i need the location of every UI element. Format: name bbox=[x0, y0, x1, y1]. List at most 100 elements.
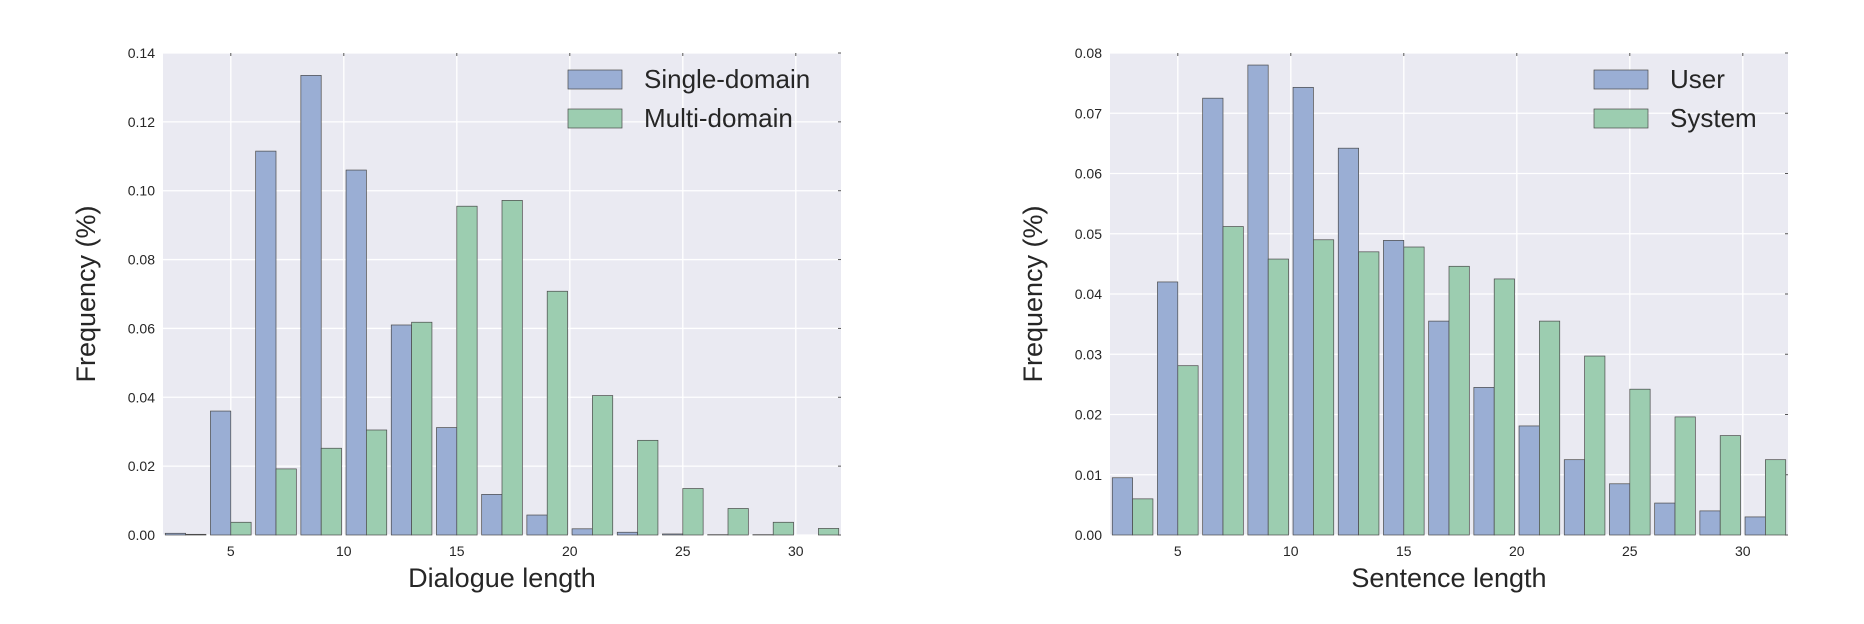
bar-system bbox=[1358, 251, 1380, 536]
bar-multi-domain bbox=[637, 439, 659, 536]
x-tick-label: 25 bbox=[1622, 543, 1638, 559]
bar-multi-domain bbox=[772, 521, 794, 536]
bar-single-domain bbox=[571, 528, 593, 536]
bar-multi-domain bbox=[501, 200, 523, 536]
bar-multi-domain bbox=[230, 521, 252, 536]
x-axis-label: Sentence length bbox=[1351, 563, 1546, 593]
bar-single-domain bbox=[616, 531, 638, 536]
y-tick-label: 0.05 bbox=[1075, 226, 1102, 242]
bar-system bbox=[1539, 320, 1561, 536]
chart-sentence: 0.00 0.01 0.02 0.03 0.04 0.05 0.06 0.07 0.08 5 10 1… bbox=[1018, 45, 1788, 593]
bar-system bbox=[1584, 355, 1606, 536]
bar-single-domain bbox=[436, 427, 458, 536]
y-tick-label: 0.04 bbox=[128, 389, 155, 405]
bar-system bbox=[1177, 365, 1199, 536]
bar-multi-domain bbox=[185, 533, 207, 536]
y-tick-label: 0.02 bbox=[1075, 407, 1102, 423]
legend-swatch bbox=[1593, 108, 1649, 129]
bar-user bbox=[1337, 147, 1359, 536]
bar-system bbox=[1132, 498, 1154, 536]
x-tick-label: 10 bbox=[1283, 543, 1299, 559]
bar-single-domain bbox=[390, 324, 412, 536]
bar-single-domain bbox=[526, 514, 548, 536]
bar-user bbox=[1473, 387, 1495, 536]
bar-single-domain bbox=[255, 150, 277, 536]
y-tick-label: 0.06 bbox=[1075, 166, 1102, 182]
legend: User System bbox=[1593, 64, 1757, 133]
bar-user bbox=[1744, 516, 1766, 536]
bar-single-domain bbox=[300, 75, 322, 536]
legend-label: Multi-domain bbox=[644, 103, 793, 133]
bar-multi-domain bbox=[411, 321, 433, 536]
bar-multi-domain bbox=[727, 508, 749, 536]
y-tick-label: 0.00 bbox=[1075, 527, 1102, 543]
bar-single-domain bbox=[481, 494, 503, 536]
bar-system bbox=[1448, 265, 1470, 536]
legend-swatch bbox=[1593, 69, 1649, 90]
y-tick-label: 0.02 bbox=[128, 458, 155, 474]
bar-single-domain bbox=[662, 533, 684, 536]
y-tick-label: 0.08 bbox=[128, 252, 155, 268]
x-tick-label: 25 bbox=[675, 543, 691, 559]
x-tick-label: 15 bbox=[449, 543, 465, 559]
y-tick-label: 0.03 bbox=[1075, 346, 1102, 362]
bar-multi-domain bbox=[682, 488, 704, 536]
bar-system bbox=[1493, 278, 1515, 536]
x-tick-label: 20 bbox=[562, 543, 578, 559]
legend-label: System bbox=[1670, 103, 1757, 133]
bar-user bbox=[1428, 320, 1450, 536]
bar-user bbox=[1247, 64, 1269, 536]
bar-user bbox=[1654, 502, 1676, 536]
bar-single-domain bbox=[345, 169, 367, 536]
bar-system bbox=[1267, 258, 1289, 536]
bar-system bbox=[1403, 246, 1425, 536]
x-axis-label: Dialogue length bbox=[408, 563, 596, 593]
x-tick-label: 5 bbox=[227, 543, 235, 559]
bar-multi-domain bbox=[546, 290, 568, 536]
bar-single-domain bbox=[164, 532, 186, 536]
x-tick-label: 15 bbox=[1396, 543, 1412, 559]
x-tick-label: 5 bbox=[1174, 543, 1182, 559]
bar-multi-domain bbox=[275, 468, 297, 536]
bar-user bbox=[1699, 510, 1721, 536]
legend-label: User bbox=[1670, 64, 1725, 94]
x-tick-label: 20 bbox=[1509, 543, 1525, 559]
bar-user bbox=[1563, 459, 1585, 536]
bar-multi-domain bbox=[592, 395, 614, 536]
chart-dialogue: 0.00 0.02 0.04 0.06 0.08 0.10 0.12 0.14 5 10 15 20 2… bbox=[71, 45, 841, 593]
bar-system bbox=[1674, 416, 1696, 536]
y-tick-label: 0.08 bbox=[1075, 45, 1102, 61]
x-tick-label: 10 bbox=[336, 543, 352, 559]
bar-user bbox=[1157, 281, 1179, 536]
bar-user bbox=[1383, 240, 1405, 536]
y-axis-label: Frequency (%) bbox=[1018, 205, 1048, 382]
bar-system bbox=[1313, 239, 1335, 536]
bar-user bbox=[1518, 425, 1540, 536]
legend: Single-domain Multi-domain bbox=[567, 64, 810, 133]
y-tick-label: 0.04 bbox=[1075, 286, 1102, 302]
y-tick-label: 0.12 bbox=[128, 114, 155, 130]
bar-system bbox=[1765, 459, 1787, 536]
y-tick-label: 0.06 bbox=[128, 320, 155, 336]
bar-multi-domain bbox=[456, 205, 478, 536]
legend-swatch bbox=[567, 108, 623, 129]
y-tick-label: 0.10 bbox=[128, 183, 155, 199]
bar-single-domain bbox=[210, 410, 232, 536]
bar-multi-domain bbox=[366, 429, 388, 536]
bar-system bbox=[1629, 388, 1651, 536]
y-axis-label: Frequency (%) bbox=[71, 205, 101, 382]
bar-user bbox=[1111, 477, 1133, 536]
bar-multi-domain bbox=[818, 528, 840, 536]
y-tick-label: 0.00 bbox=[128, 527, 155, 543]
legend-swatch bbox=[567, 69, 623, 90]
bar-user bbox=[1609, 483, 1631, 536]
bar-multi-domain bbox=[320, 447, 342, 536]
bar-user bbox=[1292, 86, 1314, 536]
bar-system bbox=[1222, 226, 1244, 536]
x-tick-label: 30 bbox=[788, 543, 804, 559]
y-tick-label: 0.14 bbox=[128, 45, 155, 61]
y-tick-label: 0.01 bbox=[1075, 467, 1102, 483]
y-tick-label: 0.07 bbox=[1075, 105, 1102, 121]
legend-label: Single-domain bbox=[644, 64, 810, 94]
